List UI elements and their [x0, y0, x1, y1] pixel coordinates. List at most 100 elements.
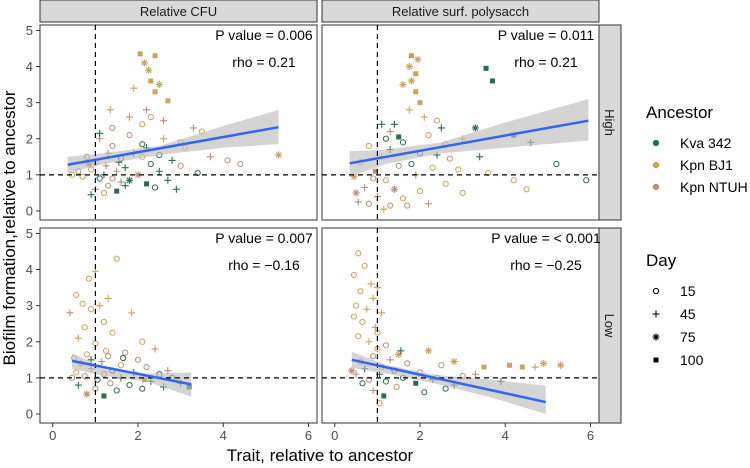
scatter-point — [407, 77, 416, 85]
x-tick-label: 0 — [49, 428, 56, 443]
facet-strip-col — [321, 0, 600, 23]
marker-shape — [144, 181, 150, 187]
legend-shape-swatch — [653, 357, 659, 363]
marker-shape — [74, 381, 82, 389]
marker-shape — [164, 176, 172, 184]
scatter-point — [177, 162, 184, 169]
facet-strip-col — [39, 0, 318, 23]
scatter-point — [476, 153, 484, 161]
scatter-point — [382, 342, 390, 349]
marker-shape — [143, 106, 151, 114]
rho-label: rho = −0.25 — [510, 257, 582, 273]
marker-shape — [369, 294, 377, 302]
marker-shape — [96, 175, 103, 182]
marker-shape — [155, 167, 163, 175]
scatter-point — [489, 78, 495, 84]
marker-shape — [359, 318, 366, 325]
marker-shape — [125, 113, 133, 121]
marker-shape — [152, 53, 158, 59]
marker-shape — [429, 164, 436, 171]
marker-shape — [553, 160, 560, 168]
marker-shape — [365, 376, 372, 383]
scatter-point — [105, 182, 112, 189]
scatter-point — [399, 80, 407, 89]
legend-shape-swatch — [652, 287, 660, 295]
marker-shape — [100, 189, 108, 197]
scatter-point — [151, 345, 159, 353]
marker-shape — [437, 124, 445, 132]
confidence-band — [351, 351, 546, 414]
scatter-point — [120, 354, 127, 362]
scatter-point — [387, 202, 394, 209]
marker-shape — [420, 113, 428, 121]
marker-shape — [378, 309, 386, 317]
scatter-point — [414, 55, 422, 63]
facet-strip-col-label: Relative surf. polysacch — [392, 4, 529, 19]
x-tick-label: 2 — [416, 428, 423, 443]
marker-shape — [540, 359, 548, 368]
scatter-point — [96, 175, 103, 182]
marker-shape — [194, 169, 201, 177]
marker-shape — [121, 182, 129, 190]
scatter-point — [94, 376, 101, 383]
marker-shape — [414, 55, 422, 63]
scatter-point — [386, 356, 394, 364]
scatter-point — [83, 351, 90, 358]
marker-shape — [369, 387, 377, 394]
scatter-point — [128, 309, 136, 317]
marker-shape — [372, 168, 378, 174]
scatter-point — [404, 202, 411, 209]
scatter-point — [413, 71, 419, 77]
scatter-point — [390, 185, 399, 193]
marker-shape — [101, 393, 107, 399]
marker-shape — [652, 333, 660, 341]
scatter-point — [355, 250, 362, 257]
marker-shape — [139, 338, 146, 345]
x-axis-title: Trait, relative to ancestor — [227, 446, 414, 465]
marker-shape — [381, 393, 387, 399]
scatter-point — [365, 200, 372, 207]
rho-label: rho = 0.21 — [232, 54, 296, 70]
scatter-point — [189, 124, 197, 132]
scatter-point — [105, 353, 112, 360]
scatter-point — [79, 173, 86, 180]
marker-shape — [519, 364, 525, 370]
marker-shape — [424, 347, 433, 355]
scatter-point — [96, 302, 104, 310]
scatter-point — [73, 369, 80, 376]
facet-strip-row-label: High — [602, 109, 617, 136]
scatter-point — [429, 164, 436, 171]
marker-shape — [79, 173, 86, 180]
scatter-point — [155, 80, 163, 89]
legend-ancestor-title: Ancestor — [646, 103, 713, 122]
marker-shape — [355, 250, 362, 257]
legend-shape-swatch — [652, 310, 660, 318]
scatter-point — [442, 180, 449, 187]
legend-day-label: 100 — [680, 352, 704, 368]
marker-shape — [168, 156, 176, 164]
scatter-point — [370, 175, 377, 182]
marker-shape — [113, 387, 120, 394]
marker-shape — [652, 310, 660, 318]
scatter-point — [122, 349, 129, 356]
scatter-point — [350, 313, 358, 320]
scatter-point — [355, 333, 362, 340]
marker-shape — [120, 354, 127, 362]
marker-shape — [404, 360, 411, 367]
marker-shape — [395, 350, 403, 358]
marker-shape — [109, 329, 116, 336]
y-tick-label: 0 — [26, 203, 33, 218]
scatter-point — [361, 262, 368, 270]
marker-shape — [134, 356, 142, 363]
scatter-point — [417, 100, 423, 106]
legend-ancestor: Ancestor Kva 342 Kpn BJ1 Kpn NTUH — [646, 103, 748, 195]
marker-shape — [73, 369, 80, 376]
marker-shape — [425, 132, 432, 139]
marker-shape — [365, 200, 372, 207]
marker-shape — [81, 372, 88, 380]
marker-shape — [148, 78, 154, 84]
scatter-point — [66, 309, 74, 317]
scatter-point — [74, 334, 82, 342]
legend-day-label: 45 — [680, 306, 696, 322]
